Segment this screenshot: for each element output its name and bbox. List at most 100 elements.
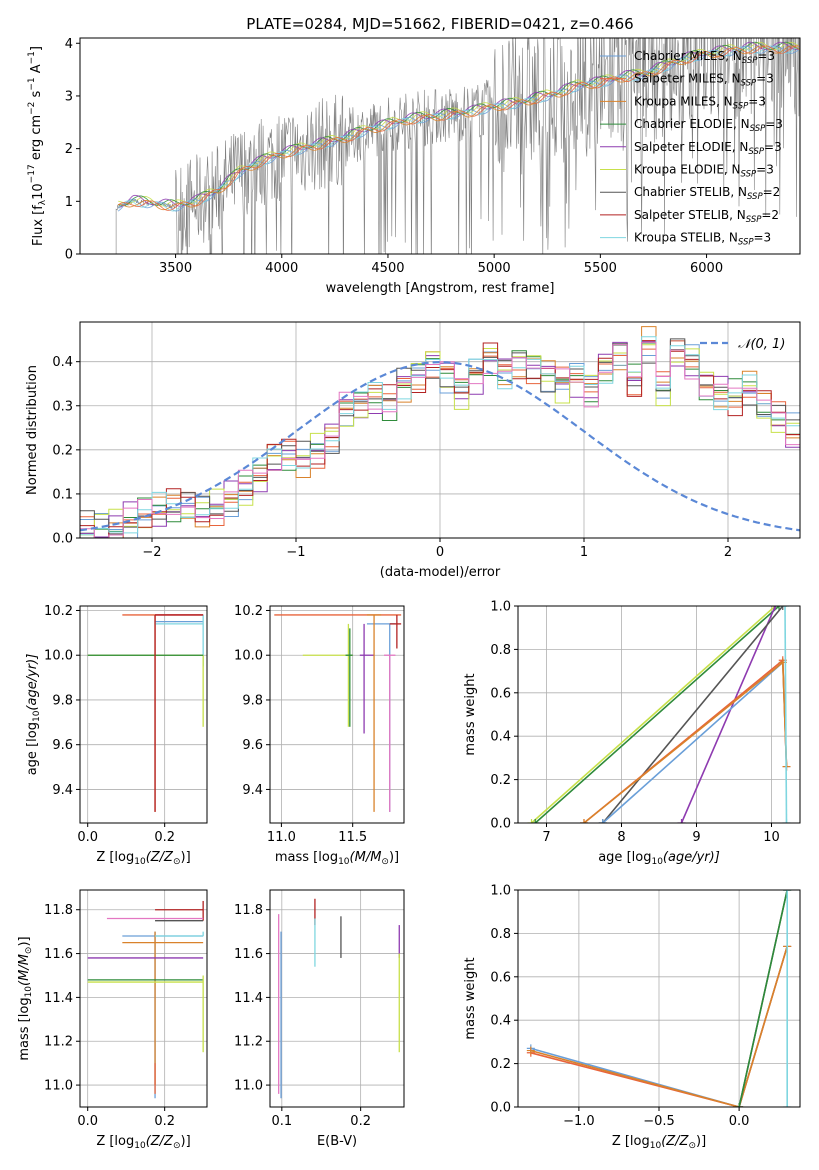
x-label-part: mass [log (275, 850, 338, 865)
plot-area (87, 614, 204, 812)
marker-point (771, 606, 780, 610)
y-label-part: ⊙ (24, 947, 34, 955)
y-tick-label: 11.4 (44, 991, 73, 1006)
x-tick-label: 9 (692, 830, 700, 845)
spectrum-data-line (115, 38, 800, 254)
line-chabrier_elodie (738, 890, 788, 1107)
x-label-part: 10 (651, 857, 663, 867)
x-tick-label: 0 (436, 545, 444, 560)
y-tick-label: 11.4 (234, 991, 263, 1006)
marker-point (775, 606, 783, 610)
x-tick-label: 4000 (265, 261, 298, 276)
x-tick-label: 0.1 (271, 1114, 292, 1129)
gaussian-line (80, 360, 800, 532)
x-label-part: 10 (338, 857, 350, 867)
x-label-part: (Z/Z (146, 1134, 174, 1149)
y-tick-label: 0.4 (490, 1014, 511, 1029)
y-label-part: mass [log (17, 997, 32, 1060)
histogram-salpeter_elodie (80, 340, 800, 538)
y-label-part: s (29, 90, 44, 101)
y-label-part: −1 (27, 51, 37, 64)
y-tick-label: 1.0 (490, 600, 511, 615)
marker-point (781, 606, 789, 610)
y-tick-label: 9.6 (242, 738, 263, 753)
y-label-part: λ (38, 199, 48, 205)
marker-point (783, 890, 792, 894)
legend-label: 𝒩(0, 1) (738, 337, 785, 352)
y-tick-label: 9.4 (52, 783, 73, 798)
y-label-part: )] (17, 936, 32, 946)
plot-area (278, 898, 400, 1099)
legend-sub: SSP (742, 56, 758, 66)
x-tick-label: −2 (142, 545, 161, 560)
legend-text: Chabrier MILES, N (634, 49, 742, 63)
y-tick-label: 11.8 (234, 903, 263, 918)
y-label-part: 10 (32, 710, 42, 722)
figure-title: PLATE=0284, MJD=51662, FIBERID=0421, z=0… (246, 15, 633, 33)
x-tick-label: 6000 (690, 261, 723, 276)
y-label-part: (M/M (17, 954, 32, 986)
legend-label: Kroupa STELIB, NSSP=3 (634, 231, 771, 248)
x-tick-label: 0.0 (729, 1114, 750, 1129)
legend-tail: =3 (748, 94, 766, 108)
y-tick-label: 10.0 (44, 649, 73, 664)
legend-tail: =3 (765, 117, 783, 131)
axes-frame (79, 37, 801, 255)
x-label-part: ⊙ (688, 1141, 696, 1151)
x-label-part: (age/yr)] (663, 850, 720, 865)
x-tick-label: 1 (580, 545, 588, 560)
legend-sub: SSP (748, 147, 764, 157)
marker-point (677, 819, 686, 823)
line-chabrier_elodie (534, 606, 780, 823)
x-tick-label: 0.0 (77, 1114, 98, 1129)
x-label-part: )] (389, 850, 399, 865)
line-kroupa_elodie (530, 606, 776, 823)
plot-area (274, 614, 402, 812)
y-tick-label: 11.6 (44, 947, 73, 962)
x-tick-label: 7 (542, 830, 550, 845)
plot-area (87, 900, 204, 1099)
y-axis-label: mass [log10(M/M⊙)] (17, 936, 34, 1060)
x-label-part: 10 (134, 1141, 146, 1151)
histogram-salpeter_stelib (80, 340, 800, 538)
x-tick-label: 0.2 (154, 1114, 175, 1129)
y-tick-label: 0.4 (490, 730, 511, 745)
y-label-part: (age/yr)] (25, 654, 40, 711)
x-label-part: ⊙ (381, 857, 389, 867)
y-tick-label: 10.0 (234, 649, 263, 664)
y-tick-label: 3 (65, 89, 73, 104)
legend-tail: =2 (761, 208, 779, 222)
x-tick-label: 5500 (584, 261, 617, 276)
plot-area (80, 326, 800, 538)
axes-frame (269, 889, 405, 1108)
histogram-salpeter_miles (80, 340, 800, 538)
x-axis-label: (data-model)/error (380, 565, 501, 580)
x-label-part: 10 (650, 1141, 662, 1151)
axes-frame (79, 889, 208, 1108)
x-tick-label: 2 (724, 545, 732, 560)
panel-mass_vs_Z: 0.0 0.211.011.211.411.611.8Z [log10(Z/Z⊙)… (17, 889, 208, 1151)
axes-frame (517, 605, 801, 824)
x-label-part: 10 (134, 857, 146, 867)
legend-sub: SSP (733, 101, 749, 111)
legend-label: Chabrier STELIB, NSSP=2 (634, 185, 780, 202)
legend-tail: =3 (754, 231, 772, 245)
legend-text: Kroupa MILES, N (634, 94, 733, 108)
x-label-part: ⊙ (173, 1141, 181, 1151)
y-tick-label: 11.0 (44, 1079, 73, 1094)
x-axis-label: Z [log10(Z/Z⊙)] (612, 1134, 706, 1151)
y-tick-label: 9.4 (242, 783, 263, 798)
line-chabrier_stelib (602, 606, 784, 823)
y-label-part: −17 (27, 164, 37, 183)
y-axis-label: mass weight (463, 673, 478, 755)
x-axis-label: E(B-V) (317, 1134, 357, 1149)
y-tick-label: 0.0 (52, 532, 73, 547)
y-tick-label: 0.2 (52, 443, 73, 458)
x-label-part: (M/M (350, 850, 382, 865)
line-salpeter_elodie (680, 606, 777, 823)
y-tick-label: 10.2 (44, 604, 73, 619)
legend-tail: =2 (763, 185, 781, 199)
legend-sub: SSP (738, 238, 754, 248)
